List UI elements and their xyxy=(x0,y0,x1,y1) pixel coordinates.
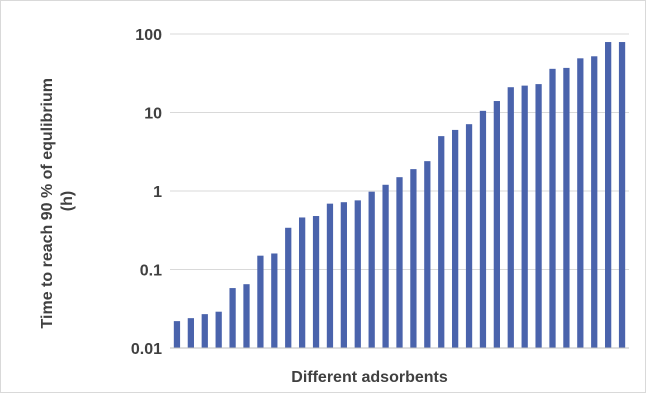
bar xyxy=(187,318,194,348)
y-tick-label: 0.01 xyxy=(131,341,162,358)
y-axis-label-line-1: Time to reach 90 % of equlibrium xyxy=(39,78,56,328)
bar xyxy=(354,200,361,348)
bar xyxy=(173,321,181,348)
bar xyxy=(479,110,487,348)
bar xyxy=(465,124,473,349)
bar xyxy=(410,169,417,348)
bar xyxy=(438,136,445,348)
bar xyxy=(382,184,389,348)
y-tick-labels: 100 10 1 0.1 0.01 xyxy=(131,27,162,358)
bar xyxy=(507,87,514,349)
y-tick-label: 1 xyxy=(153,184,162,201)
bar xyxy=(563,67,570,349)
bar xyxy=(396,177,403,348)
bar xyxy=(368,191,375,348)
bar xyxy=(618,42,626,348)
bar xyxy=(521,85,528,349)
bar xyxy=(243,284,250,348)
bar xyxy=(605,42,612,348)
bar-series xyxy=(173,42,626,349)
y-tick-label: 10 xyxy=(144,106,162,123)
bar xyxy=(535,84,542,348)
bar xyxy=(201,314,208,348)
y-axis-label-line-2: (h) xyxy=(59,191,76,211)
bar xyxy=(340,202,347,348)
bar xyxy=(271,253,278,348)
bar xyxy=(452,129,459,348)
y-tick-label: 100 xyxy=(135,27,162,44)
bar xyxy=(257,255,264,348)
bar xyxy=(215,311,222,348)
bar xyxy=(493,101,500,348)
y-axis-label: Time to reach 90 % of equlibrium (h) xyxy=(39,74,76,329)
bar xyxy=(549,68,556,348)
bar xyxy=(285,227,292,348)
bar xyxy=(299,217,306,348)
x-axis-label: Different adsorbents xyxy=(291,369,448,386)
y-tick-label: 0.1 xyxy=(140,263,162,280)
bar xyxy=(326,203,334,348)
bar xyxy=(229,288,236,348)
bar xyxy=(424,161,431,348)
bar xyxy=(312,216,320,348)
bar xyxy=(577,58,584,348)
bar xyxy=(591,56,598,348)
